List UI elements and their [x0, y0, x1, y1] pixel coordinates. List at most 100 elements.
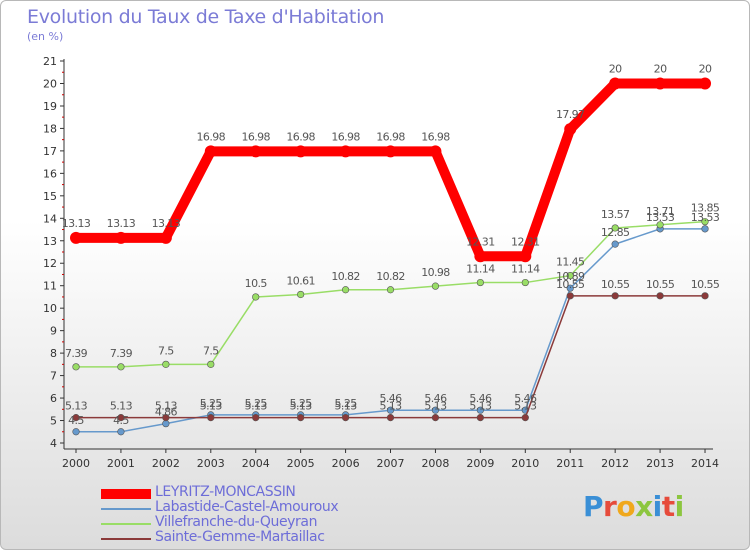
data-point: [117, 363, 125, 371]
y-tick-label: 15: [43, 190, 57, 203]
x-tick-label: 2004: [242, 457, 270, 470]
data-label: 13.53: [646, 211, 675, 224]
legend-swatch: [101, 508, 151, 510]
data-label: 5.46: [469, 392, 492, 405]
data-point: [431, 282, 440, 290]
data-point: [566, 292, 574, 300]
data-label: 16.98: [286, 130, 315, 143]
data-label: 5.46: [514, 392, 537, 405]
y-tick-label: 12: [43, 257, 57, 270]
data-label: 10.5: [245, 277, 268, 290]
data-point: [339, 145, 352, 158]
data-label: 11.45: [556, 256, 585, 269]
data-point: [162, 360, 170, 368]
legend-label: Villefranche-du-Queyran: [155, 514, 318, 530]
data-point: [566, 271, 574, 280]
x-tick-label: 2000: [62, 457, 90, 470]
data-point: [474, 250, 487, 263]
data-label: 17.97: [556, 108, 585, 121]
data-label: 5.13: [245, 400, 268, 413]
data-point: [611, 224, 619, 232]
logo-letter: r: [603, 490, 617, 523]
y-tick-label: 5: [50, 415, 57, 428]
data-label: 16.98: [331, 130, 360, 143]
x-tick-label: 2006: [332, 457, 360, 470]
data-label: 5.13: [424, 400, 447, 413]
data-label: 13.13: [152, 217, 181, 230]
data-point: [252, 293, 260, 301]
chart-subtitle: (en %): [27, 30, 64, 43]
y-tick-label: 20: [43, 77, 57, 90]
data-label: 5.13: [200, 400, 223, 413]
data-label: 16.98: [241, 130, 270, 143]
data-point: [162, 414, 170, 422]
data-label: 5.13: [335, 400, 358, 413]
data-point: [159, 231, 172, 244]
y-tick-label: 18: [43, 122, 57, 135]
data-point: [431, 406, 440, 414]
data-point: [204, 145, 217, 158]
data-point: [566, 284, 574, 292]
proxiti-logo: Proxiti: [583, 490, 684, 523]
data-label: 7.5: [203, 344, 219, 357]
data-label: 12.31: [511, 235, 540, 248]
data-label: 10.82: [376, 270, 405, 283]
legend-label: LEYRITZ-MONCASSIN: [155, 484, 296, 500]
data-label: 20: [654, 62, 667, 75]
data-point: [701, 292, 709, 300]
data-point: [654, 77, 667, 90]
data-label: 10.98: [421, 266, 450, 279]
x-tick-label: 2013: [646, 457, 674, 470]
data-label: 7.5: [158, 344, 174, 357]
data-point: [341, 414, 350, 422]
data-point: [701, 225, 709, 233]
data-label: 12.31: [466, 235, 495, 248]
data-label: 5.25: [335, 397, 358, 410]
data-point: [70, 231, 82, 244]
data-label: 13.57: [601, 208, 630, 221]
legend-swatch: [101, 489, 151, 499]
x-tick-label: 2010: [511, 457, 539, 470]
data-point: [476, 414, 484, 422]
data-point: [611, 292, 619, 300]
logo-letter: o: [616, 490, 636, 523]
data-label: 13.53: [691, 211, 720, 224]
data-point: [162, 420, 170, 428]
data-label: 11.14: [511, 263, 540, 276]
data-label: 5.13: [379, 400, 402, 413]
data-label: 5.25: [290, 397, 313, 410]
data-label: 10.55: [691, 278, 720, 291]
x-tick-label: 2005: [287, 457, 315, 470]
data-label: 11.14: [466, 263, 495, 276]
data-label: 10.55: [601, 278, 630, 291]
data-label: 7.39: [65, 347, 88, 360]
data-label: 10.82: [331, 270, 360, 283]
data-label: 16.98: [421, 130, 450, 143]
logo-letter: i: [652, 490, 663, 523]
data-point: [656, 221, 664, 229]
data-point: [386, 286, 395, 294]
y-tick-label: 19: [43, 100, 57, 113]
data-label: 5.13: [469, 400, 492, 413]
data-label: 13.71: [646, 205, 675, 218]
data-point: [384, 145, 397, 158]
data-point: [386, 406, 395, 414]
logo-letter: i: [674, 490, 685, 523]
data-label: 20: [609, 62, 622, 75]
y-tick-label: 11: [43, 280, 57, 293]
data-point: [249, 145, 262, 158]
data-point: [429, 145, 442, 158]
data-label: 13.85: [691, 202, 720, 215]
data-label: 10.61: [286, 274, 315, 287]
data-point: [72, 414, 80, 422]
data-label: 12.85: [601, 226, 630, 239]
y-tick-label: 17: [43, 145, 57, 158]
data-point: [431, 414, 440, 422]
x-tick-label: 2012: [601, 457, 629, 470]
data-label: 5.13: [290, 400, 313, 413]
data-label: 4.5: [113, 414, 129, 427]
data-label: 5.13: [155, 400, 178, 413]
data-label: 4.5: [68, 414, 84, 427]
data-point: [611, 240, 619, 248]
